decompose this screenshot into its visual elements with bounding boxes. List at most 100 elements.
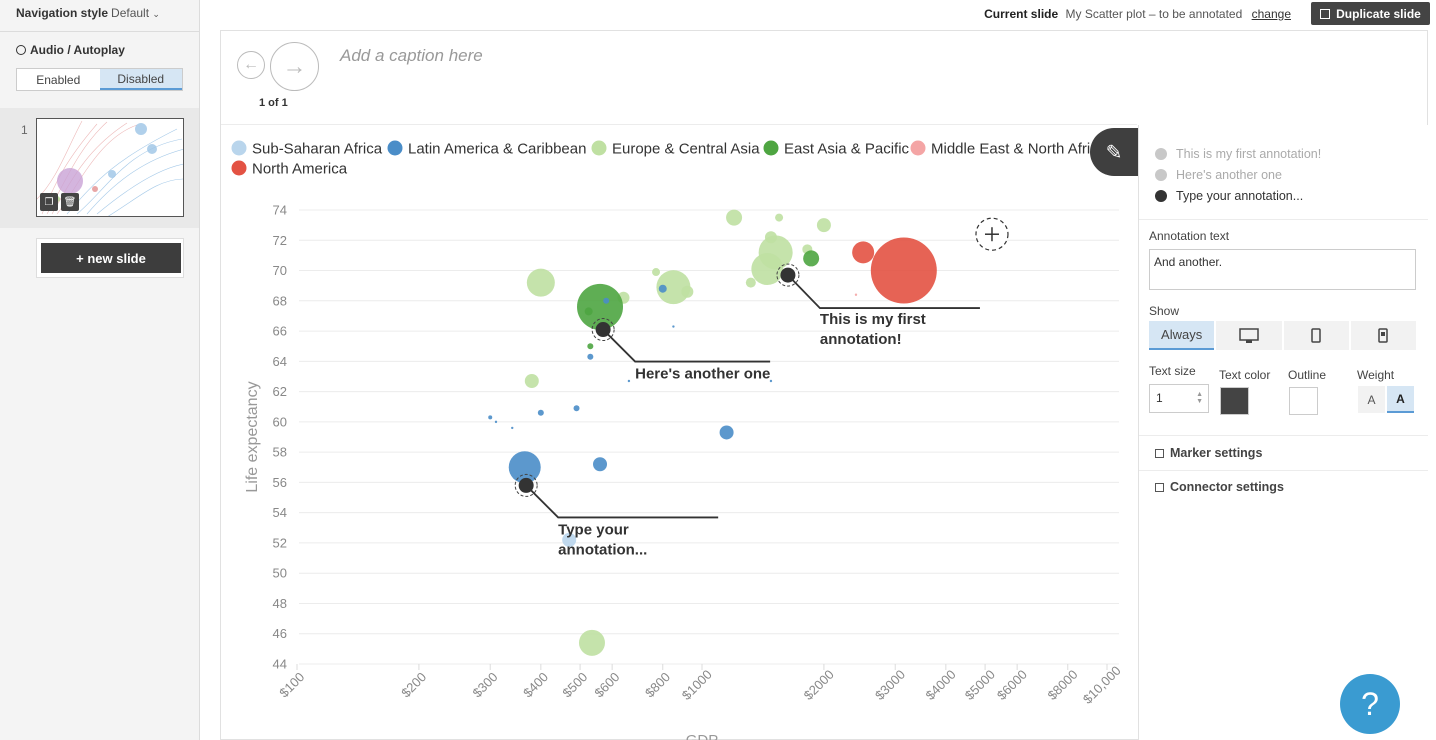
y-tick-label: 54	[273, 505, 287, 520]
y-tick-label: 44	[273, 657, 287, 672]
x-tick-label: $800	[642, 669, 673, 700]
weight-bold-button[interactable]: A	[1387, 386, 1414, 413]
thumbnail-tools: ❐ 🗑	[40, 193, 79, 211]
y-tick-label: 46	[273, 626, 287, 641]
weight-normal-button[interactable]: A	[1358, 386, 1385, 413]
show-always-button[interactable]: Always	[1149, 321, 1215, 350]
navigation-style-selector[interactable]: Navigation style Default ⌄	[16, 6, 160, 20]
connector-settings-toggle[interactable]: Connector settings	[1155, 480, 1284, 494]
annotation-dot-icon	[1155, 147, 1167, 160]
data-point	[726, 209, 743, 226]
edit-annotations-button[interactable]: ✎	[1090, 128, 1138, 176]
data-point	[578, 629, 605, 656]
audio-title: Audio / Autoplay	[16, 43, 125, 57]
navigation-style-value: Default	[111, 6, 150, 20]
change-slide-link[interactable]: change	[1251, 7, 1291, 21]
x-tick-label: $5000	[962, 667, 998, 703]
x-tick-label: $200	[398, 669, 429, 700]
copy-icon[interactable]: ❐	[40, 193, 58, 211]
data-point	[852, 241, 875, 264]
trash-icon[interactable]: 🗑	[61, 193, 79, 211]
annotation-label: This is my first	[820, 311, 926, 328]
y-axis-label: Life expectancy	[244, 381, 261, 492]
annotation-marker-ring	[514, 473, 538, 497]
divider	[0, 31, 199, 32]
legend-marker	[591, 140, 607, 156]
data-point	[508, 451, 541, 484]
text-color-swatch[interactable]	[1220, 387, 1249, 415]
y-tick-label: 60	[273, 414, 287, 429]
legend-marker	[910, 140, 926, 156]
current-slide-title: My Scatter plot – to be annotated	[1065, 7, 1243, 21]
annotation-connector	[602, 328, 771, 363]
previous-slide-button[interactable]: ←	[237, 51, 265, 79]
data-point	[769, 379, 773, 383]
outline-color-swatch[interactable]	[1289, 387, 1318, 415]
annotation-item-label: Type your annotation...	[1176, 188, 1304, 203]
annotation-panel: This is my first annotation! Here's anot…	[1138, 125, 1428, 740]
y-tick-label: 52	[273, 535, 287, 550]
show-desktop-button[interactable]	[1216, 321, 1282, 350]
annotation-text-input[interactable]: And another.	[1149, 249, 1416, 290]
help-button[interactable]: ?	[1340, 674, 1400, 734]
data-point	[854, 293, 858, 296]
marker-settings-toggle[interactable]: Marker settings	[1155, 446, 1262, 460]
show-mobile-alt-button[interactable]	[1350, 321, 1416, 350]
annotation-item[interactable]: Type your annotation...	[1155, 185, 1321, 206]
text-size-input[interactable]: 1 ▲ ▼	[1149, 384, 1209, 413]
data-point	[584, 307, 593, 316]
weight-toggle: A A	[1358, 386, 1414, 413]
chevron-down-icon: ⌄	[152, 9, 160, 19]
x-tick-label: $2000	[801, 667, 837, 703]
annotation-label: annotation!	[820, 331, 902, 348]
legend-marker	[231, 160, 247, 176]
x-axis-label: GDP	[686, 732, 719, 740]
connector-settings-label: Connector settings	[1170, 480, 1284, 494]
divider	[1139, 435, 1428, 436]
scatter-chart[interactable]: Sub-Saharan Africa Latin America & Caribb…	[221, 125, 1137, 740]
show-toggle: Always	[1149, 321, 1416, 350]
outline-label: Outline	[1288, 368, 1327, 382]
duplicate-slide-label: Duplicate slide	[1336, 6, 1421, 21]
legend-marker	[231, 140, 247, 156]
data-point	[577, 283, 624, 330]
annotation-item-label: This is my first annotation!	[1176, 146, 1322, 161]
data-point	[627, 379, 631, 383]
audio-disabled-button[interactable]: Disabled	[99, 69, 182, 90]
annotation-connector	[787, 274, 980, 309]
data-point	[537, 409, 544, 416]
stepper-icon[interactable]: ▲ ▼	[1196, 391, 1203, 405]
data-point	[775, 213, 784, 222]
annotation-dot-icon	[1155, 168, 1167, 181]
y-tick-label: 70	[273, 263, 287, 278]
annotation-item[interactable]: Here's another one	[1155, 164, 1321, 185]
text-size-label: Text size	[1149, 364, 1196, 378]
divider	[221, 124, 1137, 125]
data-point	[658, 284, 667, 293]
sidebar: Navigation style Default ⌄ Audio / Autopl…	[0, 0, 200, 740]
show-label: Show	[1149, 304, 1180, 318]
audio-title-label: Audio / Autoplay	[30, 43, 125, 57]
annotation-item[interactable]: This is my first annotation!	[1155, 143, 1321, 164]
caption-input[interactable]: Add a caption here	[340, 46, 483, 65]
show-mobile-button[interactable]	[1283, 321, 1349, 350]
annotation-dot-icon	[1155, 189, 1167, 202]
y-tick-label: 74	[273, 203, 287, 218]
x-tick-label: $6000	[994, 667, 1030, 703]
desktop-icon	[1239, 327, 1259, 343]
next-slide-button[interactable]: →	[270, 42, 319, 91]
duplicate-slide-button[interactable]: Duplicate slide	[1311, 2, 1430, 25]
y-tick-label: 58	[273, 445, 287, 460]
marker-settings-label: Marker settings	[1170, 446, 1263, 460]
data-point	[719, 425, 734, 440]
x-tick-label: $3000	[872, 667, 908, 703]
annotation-label: Type your	[558, 521, 629, 538]
audio-enabled-button[interactable]: Enabled	[36, 72, 81, 87]
annotation-text-label: Annotation text	[1149, 229, 1230, 243]
x-tick-label: $300	[470, 669, 501, 700]
y-tick-label: 56	[273, 475, 287, 490]
legend-label: Middle East & North Africa	[931, 141, 1107, 158]
y-tick-label: 64	[273, 354, 287, 369]
new-slide-button[interactable]: + new slide	[41, 243, 181, 273]
annotation-label: Here's another one	[635, 366, 770, 383]
